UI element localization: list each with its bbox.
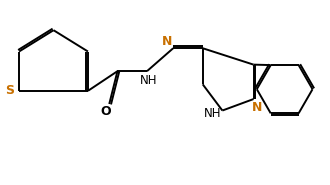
Text: S: S	[5, 84, 15, 97]
Text: NH: NH	[204, 107, 221, 120]
Text: N: N	[252, 101, 263, 114]
Text: O: O	[100, 105, 111, 118]
Text: NH: NH	[140, 74, 157, 87]
Text: N: N	[162, 35, 173, 48]
